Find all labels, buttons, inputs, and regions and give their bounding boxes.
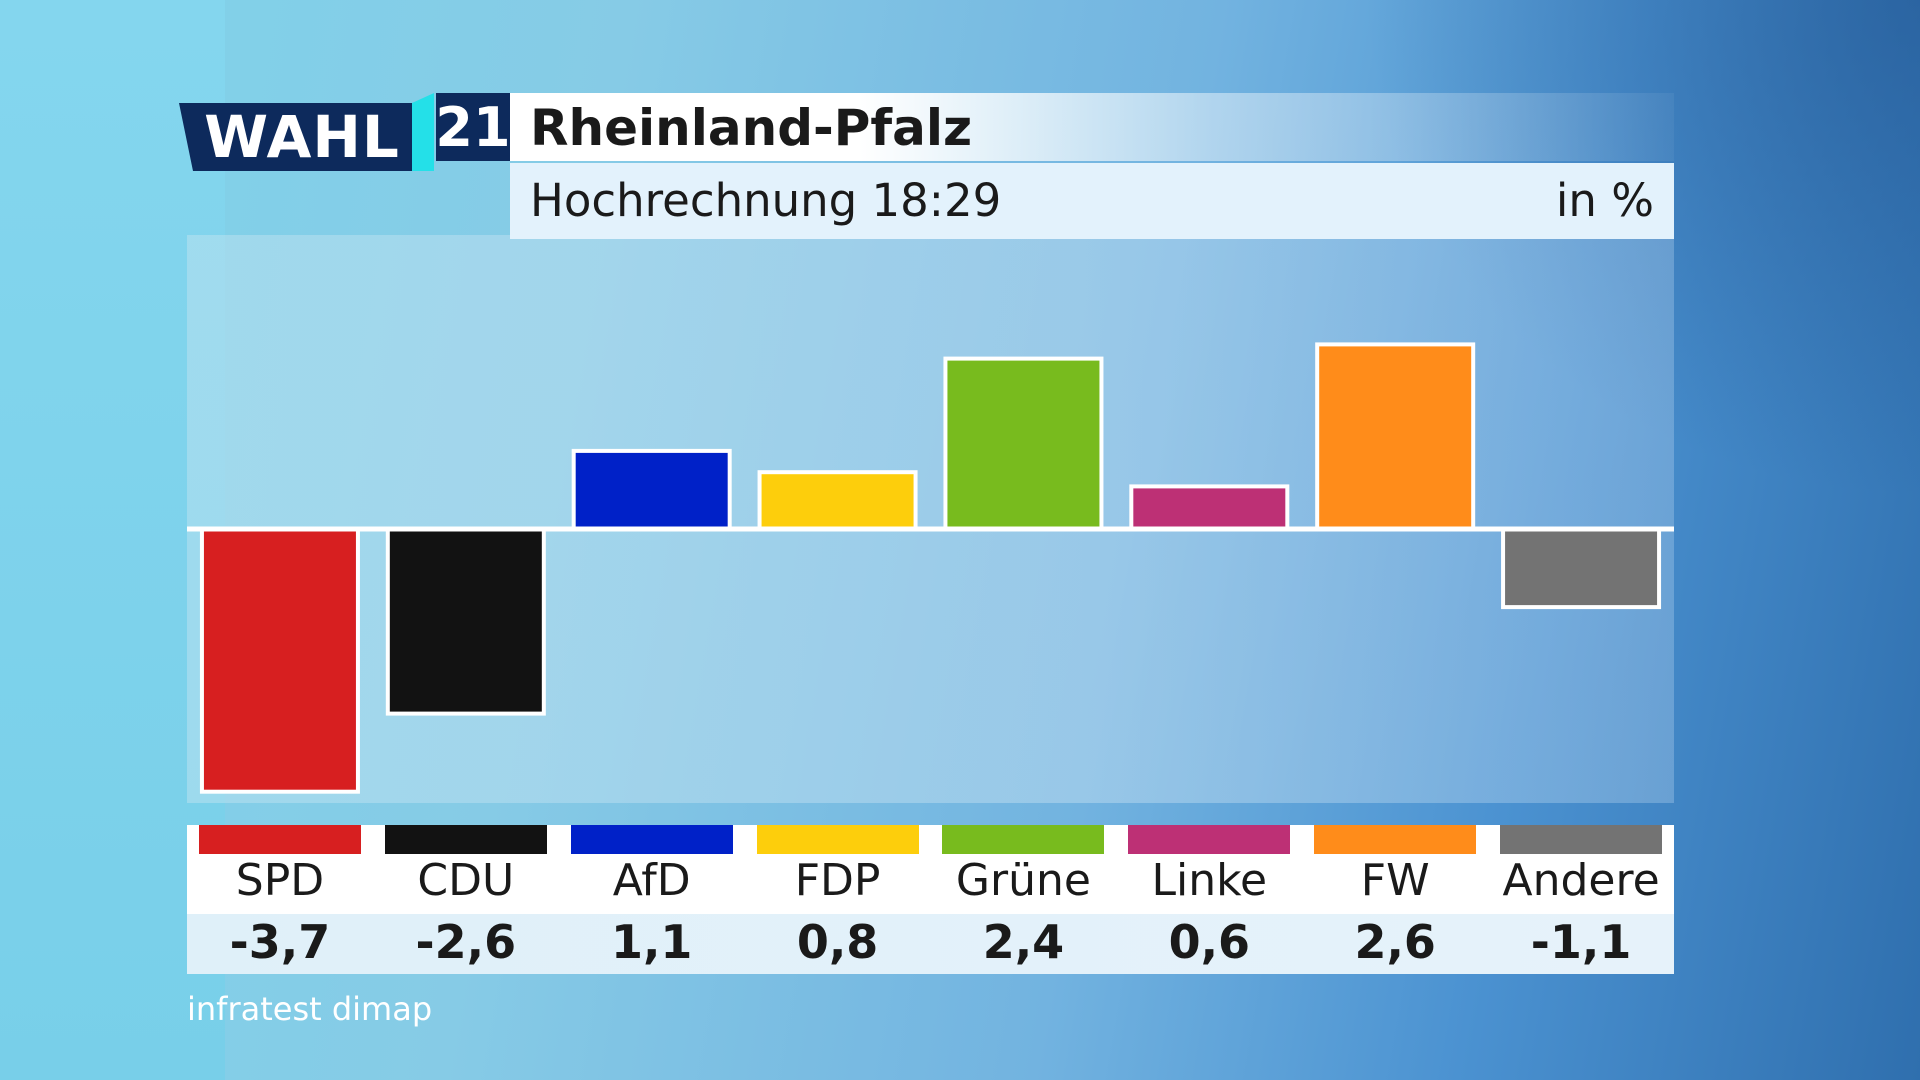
- wahl-logo-number-text: 21: [435, 95, 511, 159]
- chart-title: Rheinland-Pfalz: [530, 99, 973, 157]
- value-label-cdu: -2,6: [415, 915, 517, 969]
- subtitle-bar: Hochrechnung 18:29 in %: [510, 163, 1674, 239]
- legend-value-row: [187, 914, 1674, 974]
- legend-item-linke: Linke 0,6: [1116, 825, 1302, 974]
- legend-swatch-grüne: [942, 825, 1105, 854]
- value-label-grüne: 2,4: [982, 915, 1065, 969]
- value-label-spd: -3,7: [229, 915, 331, 969]
- legend-label-afd: AfD: [612, 855, 691, 906]
- wahl-logo-number: 21: [435, 93, 511, 161]
- legend-label-grüne: Grüne: [955, 855, 1091, 906]
- legend-label-andere: Andere: [1502, 855, 1660, 906]
- legend-label-fw: FW: [1360, 855, 1430, 906]
- bar-grüne: [943, 356, 1104, 531]
- wahl-logo-accent: [412, 93, 434, 171]
- legend-item-fdp: FDP 0,8: [745, 825, 931, 974]
- chart-subtitle: Hochrechnung 18:29: [530, 174, 1002, 227]
- bar-fdp: [757, 470, 918, 532]
- legend-item-spd: SPD -3,7: [187, 825, 373, 974]
- legend-item-afd: AfD 1,1: [559, 825, 745, 974]
- source-label: infratest dimap: [187, 990, 433, 1028]
- legend-label-cdu: CDU: [417, 855, 515, 906]
- legend-swatch-fw: [1314, 825, 1477, 854]
- legend-item-grüne: Grüne 2,4: [931, 825, 1117, 974]
- value-label-fw: 2,6: [1354, 915, 1436, 969]
- legend-swatch-spd: [198, 825, 361, 854]
- legend-item-fw: FW 2,6: [1302, 825, 1488, 974]
- legend-label-spd: SPD: [235, 855, 325, 906]
- legend-swatch-fdp: [756, 825, 919, 854]
- wahl-logo: WAHL: [179, 103, 419, 171]
- value-label-afd: 1,1: [610, 915, 693, 969]
- legend-swatch-cdu: [384, 825, 547, 854]
- legend-table: SPD -3,7 CDU -2,6 AfD 1,1 FDP 0,8 Grüne 2,4 Linke 0…: [187, 825, 1674, 974]
- value-label-linke: 0,6: [1168, 915, 1251, 969]
- bar-spd: [199, 527, 360, 794]
- bar-afd: [571, 448, 732, 531]
- value-label-andere: -1,1: [1530, 915, 1632, 969]
- bar-andere: [1501, 527, 1662, 610]
- bar-fw: [1315, 342, 1476, 531]
- value-label-fdp: 0,8: [796, 915, 879, 969]
- legend-label-fdp: FDP: [794, 855, 881, 906]
- bar-cdu: [385, 527, 546, 716]
- legend-swatch-linke: [1128, 825, 1291, 854]
- unit-label: in %: [1555, 174, 1654, 227]
- title-bar: Rheinland-Pfalz: [510, 93, 1674, 161]
- legend-swatch-afd: [570, 825, 733, 854]
- legend-item-cdu: CDU -2,6: [373, 825, 559, 974]
- legend-label-linke: Linke: [1151, 855, 1268, 906]
- bar-linke: [1129, 484, 1290, 531]
- legend-swatch-andere: [1500, 825, 1663, 854]
- wahl-logo-text: WAHL: [204, 103, 400, 171]
- legend-item-andere: Andere -1,1: [1488, 825, 1674, 974]
